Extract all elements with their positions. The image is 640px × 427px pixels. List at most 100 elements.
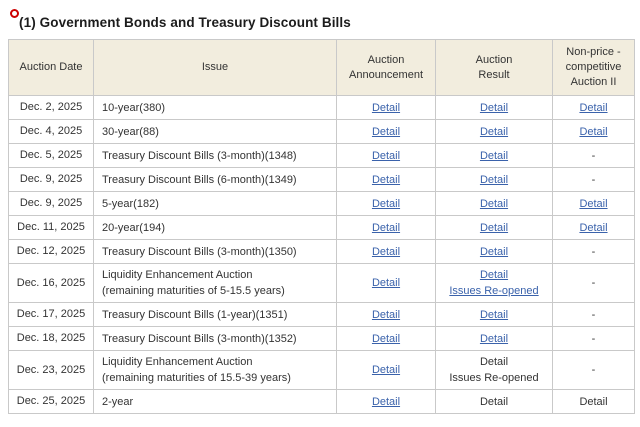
auction-date-cell: Dec. 18, 2025 [8, 326, 94, 351]
auction-result-cell: Detail [435, 143, 553, 168]
auction-result-cell: Detail [435, 302, 553, 327]
column-header-line: Auction [475, 53, 513, 66]
detail-link[interactable]: Detail [579, 125, 608, 138]
table-row: Dec. 9, 2025 5-year(182) Detail Detail Detai… [8, 191, 635, 216]
non-price-competitive-cell: Detail [552, 215, 635, 240]
detail-link[interactable]: Detail [479, 332, 509, 345]
cell-line: Detail [555, 124, 632, 140]
auction-result-cell: Detail [435, 167, 553, 192]
cell-line: Detail [438, 331, 550, 347]
auction-date-cell: Dec. 9, 2025 [8, 191, 94, 216]
detail-text: Detail [479, 356, 509, 368]
detail-link[interactable]: Detail [479, 308, 509, 321]
detail-link[interactable]: Detail [479, 197, 509, 210]
detail-link[interactable]: Detail [579, 197, 608, 210]
empty-dash: - [591, 308, 596, 321]
auction-announcement-cell: Detail [336, 191, 436, 216]
cell-line: Detail [555, 100, 632, 116]
issue-line: 30-year(88) [102, 125, 159, 138]
detail-link[interactable]: Detail [479, 101, 509, 114]
auction-date-cell: Dec. 17, 2025 [8, 302, 94, 327]
table-row: Dec. 16, 2025 Liquidity Enhancement Aucti… [8, 263, 635, 303]
detail-link[interactable]: Detail [371, 395, 401, 408]
table-row: Dec. 2, 2025 10-year(380) Detail Detail Deta… [8, 95, 635, 120]
non-price-competitive-cell: - [552, 326, 635, 351]
cell-line: Detail [438, 354, 550, 370]
cell-line: Issues Re-opened [438, 370, 550, 386]
non-price-competitive-cell: - [552, 350, 635, 390]
column-header-line: Non-price - [566, 46, 621, 58]
detail-link[interactable]: Detail [371, 245, 401, 258]
detail-link[interactable]: Detail [579, 221, 608, 234]
auction-announcement-cell: Detail [336, 326, 436, 351]
cell-line: Detail [339, 172, 433, 188]
detail-link[interactable]: Detail [479, 245, 509, 258]
detail-link[interactable]: Detail [479, 173, 509, 186]
detail-link[interactable]: Detail [371, 332, 401, 345]
auction-date-cell: Dec. 16, 2025 [8, 263, 94, 303]
detail-link[interactable]: Detail [479, 149, 509, 162]
issue-line: Treasury Discount Bills (3-month)(1352) [102, 332, 297, 345]
detail-link[interactable]: Detail [371, 173, 401, 186]
issue-cell: 5-year(182) [93, 191, 337, 216]
detail-link[interactable]: Detail [371, 308, 401, 321]
column-header-auction-result: Auction Result [435, 39, 553, 96]
column-header-auction-date: Auction Date [8, 39, 94, 96]
cell-line: Detail [555, 196, 632, 212]
auction-announcement-cell: Detail [336, 143, 436, 168]
detail-link[interactable]: Detail [371, 277, 401, 289]
cell-line: - [555, 331, 632, 347]
issue-cell: 10-year(380) [93, 95, 337, 120]
detail-link[interactable]: Detail [479, 221, 509, 234]
issue-line: (remaining maturities of 15.5-39 years) [102, 372, 291, 384]
detail-link[interactable]: Detail [371, 149, 401, 162]
column-header-non-price-competitive-auction-ii: Non-price - competitive Auction II [552, 39, 635, 96]
issue-cell: Treasury Discount Bills (3-month)(1350) [93, 239, 337, 264]
auction-date-cell: Dec. 4, 2025 [8, 119, 94, 144]
detail-link[interactable]: Detail [371, 101, 401, 114]
detail-text: Detail [579, 395, 608, 408]
non-price-competitive-cell: - [552, 263, 635, 303]
detail-link[interactable]: Detail [371, 221, 401, 234]
detail-link[interactable]: Detail [371, 197, 401, 210]
issue-cell: Treasury Discount Bills (3-month)(1352) [93, 326, 337, 351]
non-price-competitive-cell: - [552, 167, 635, 192]
issue-line: 2-year [102, 395, 134, 408]
auction-announcement-cell: Detail [336, 350, 436, 390]
table-header: Auction Date Issue Auction Announcement Auct… [8, 39, 635, 96]
cell-line: Detail [339, 148, 433, 164]
empty-dash: - [591, 149, 596, 162]
non-price-competitive-cell: Detail [552, 389, 635, 414]
issues-reopened-link[interactable]: Issues Re-opened [449, 285, 539, 297]
cell-line: Detail [339, 100, 433, 116]
issue-cell: Treasury Discount Bills (6-month)(1349) [93, 167, 337, 192]
issue-line: 5-year(182) [102, 197, 159, 210]
detail-link[interactable]: Detail [371, 125, 401, 138]
auction-result-cell: Detail [435, 95, 553, 120]
detail-link[interactable]: Detail [479, 269, 509, 281]
cell-line: Issues Re-opened [438, 283, 550, 299]
detail-link[interactable]: Detail [371, 364, 401, 376]
cell-line: - [555, 172, 632, 188]
cell-line: Detail [438, 307, 550, 323]
column-header-line: Announcement [349, 68, 423, 81]
non-price-competitive-cell: Detail [552, 119, 635, 144]
issue-cell: 2-year [93, 389, 337, 414]
detail-text: Issues Re-opened [449, 372, 539, 384]
table-row: Dec. 5, 2025 Treasury Discount Bills (3-m… [8, 143, 635, 168]
cell-line: Detail [438, 100, 550, 116]
auction-date-cell: Dec. 25, 2025 [8, 389, 94, 414]
title-bar: (1) Government Bonds and Treasury Discou… [0, 0, 640, 32]
cell-line: Detail [339, 196, 433, 212]
detail-link[interactable]: Detail [479, 125, 509, 138]
auction-date-cell: Dec. 23, 2025 [8, 350, 94, 390]
header-row: Auction Date Issue Auction Announcement Auct… [8, 39, 635, 96]
column-header-auction-announcement: Auction Announcement [336, 39, 436, 96]
cell-line: Detail [339, 331, 433, 347]
cell-line: - [555, 275, 632, 291]
cell-line: Detail [438, 244, 550, 260]
column-header-issue: Issue [93, 39, 337, 96]
non-price-competitive-cell: - [552, 302, 635, 327]
detail-link[interactable]: Detail [579, 101, 608, 114]
